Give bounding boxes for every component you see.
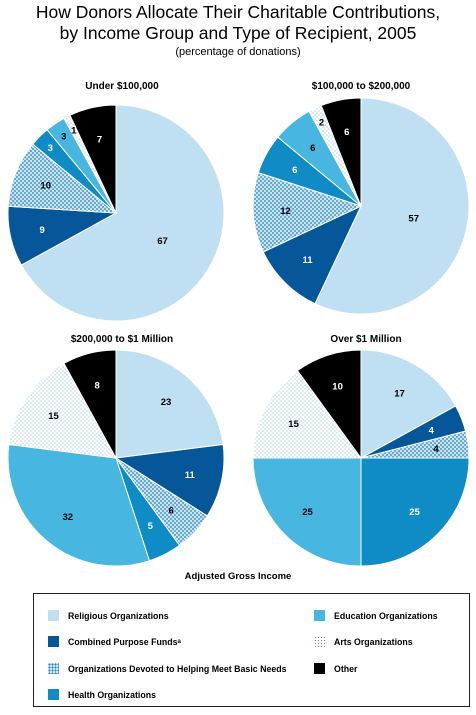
legend: Religious Organizations Combined Purpose … xyxy=(33,593,470,707)
pie-slice-combined xyxy=(114,443,225,517)
pie-slice-education xyxy=(7,443,151,567)
pie-slice-arts xyxy=(252,369,362,459)
pie-slice-label: 6 xyxy=(344,127,349,138)
pie-slice-label: 15 xyxy=(288,419,299,430)
pie-slice-other xyxy=(320,97,362,207)
pie-slice-label: 8 xyxy=(95,380,100,391)
legend-swatch xyxy=(314,636,325,647)
pie-chart-2: $100,000 to $200,000 57 11 12 6 6 2 6 xyxy=(252,81,470,315)
legend-item-other: Other xyxy=(314,663,357,674)
pie-title: Over $1 Million xyxy=(330,334,401,345)
legend-swatch xyxy=(48,636,59,647)
pie-slice-label: 6 xyxy=(168,505,173,516)
pie-slice-other xyxy=(69,104,117,214)
legend-item-arts: Arts Organizations xyxy=(314,636,413,647)
pie-slice-label: 67 xyxy=(157,236,168,247)
legend-swatch xyxy=(314,610,325,621)
pie-slice-label: 17 xyxy=(394,388,405,399)
legend-swatch xyxy=(48,610,59,621)
pie-slice-arts xyxy=(8,362,117,459)
pie-slice-label: 1 xyxy=(71,126,77,137)
legend-label: Other xyxy=(334,663,358,674)
legend-label: Education Organizations xyxy=(334,610,438,621)
pie-slice-label: 15 xyxy=(48,411,59,422)
legend-item-basic-needs: Organizations Devoted to Helping Meet Ba… xyxy=(48,663,287,674)
pie-slice-religious xyxy=(115,349,224,459)
chart-title-line2: by Income Group and Type of Recipient, 2… xyxy=(59,23,417,43)
pie-slice-other xyxy=(63,349,117,459)
pie-slice-religious xyxy=(360,349,457,459)
pie-slice-label: 6 xyxy=(310,143,315,154)
pie-slice-label: 12 xyxy=(280,206,291,217)
legend-item-health: Health Organizations xyxy=(48,689,156,700)
legend-label: Religious Organizations xyxy=(68,610,169,621)
pie-title: $100,000 to $200,000 xyxy=(312,81,411,92)
chart-title-line1: How Donors Allocate Their Charitable Con… xyxy=(35,2,441,22)
pie-slice-other xyxy=(296,349,362,460)
pie-slice-religious xyxy=(20,104,225,322)
legend-item-religious: Religious Organizations xyxy=(48,610,169,621)
x-axis-label: Adjusted Gross Income xyxy=(184,571,292,582)
pie-slice-religious xyxy=(314,97,470,315)
pie-slice-label: 3 xyxy=(48,143,53,154)
pie-slice-health xyxy=(360,457,470,567)
legend-label: Organizations Devoted to Helping Meet Ba… xyxy=(68,663,287,674)
legend-swatch xyxy=(48,663,59,674)
pie-chart-4: Over $1 Million 17 4 4 25 25 15 10 xyxy=(252,334,470,567)
pie-title: Under $100,000 xyxy=(85,81,159,92)
pie-slice-basic-needs xyxy=(252,171,363,253)
pie-slice-label: 32 xyxy=(63,512,74,523)
pie-slice-education xyxy=(252,457,362,567)
pie-slice-label: 57 xyxy=(408,213,419,224)
legend-label: Combined Purpose Funds xyxy=(68,636,178,647)
legend-footnote-marker: a xyxy=(177,638,181,645)
pie-slice-label: 4 xyxy=(433,444,439,455)
chart-subtitle: (percentage of donations) xyxy=(175,46,301,58)
pie-slice-label: 10 xyxy=(40,181,51,192)
pie-slice-label: 11 xyxy=(302,255,313,266)
pie-slice-label: 2 xyxy=(319,118,324,129)
pie-slice-label: 6 xyxy=(292,165,297,176)
pie-title: $200,000 to $1 Million xyxy=(71,334,173,345)
pie-slice-combined xyxy=(262,204,363,305)
pie-slice-label: 23 xyxy=(161,397,172,408)
pie-slice-label: 5 xyxy=(148,521,154,532)
pie-slice-label: 25 xyxy=(409,507,420,518)
pie-slice-label: 3 xyxy=(61,132,66,143)
pie-slice-label: 7 xyxy=(97,135,102,146)
pie-chart-3: $200,000 to $1 Million 23 11 6 5 32 15 8 xyxy=(7,334,225,567)
pie-slice-label: 9 xyxy=(40,225,45,236)
pie-slice-label: 10 xyxy=(332,382,343,393)
pie-slice-label: 25 xyxy=(302,507,313,518)
pie-slice-label: 11 xyxy=(185,470,196,481)
legend-swatch xyxy=(314,663,325,674)
legend-swatch xyxy=(48,689,59,700)
legend-label: Arts Organizations xyxy=(334,636,413,647)
legend-item-combined: Combined Purpose Funds a xyxy=(48,636,181,647)
legend-label: Health Organizations xyxy=(68,689,156,700)
legend-item-education: Education Organizations xyxy=(314,610,438,621)
pie-slice-label: 4 xyxy=(429,426,435,437)
